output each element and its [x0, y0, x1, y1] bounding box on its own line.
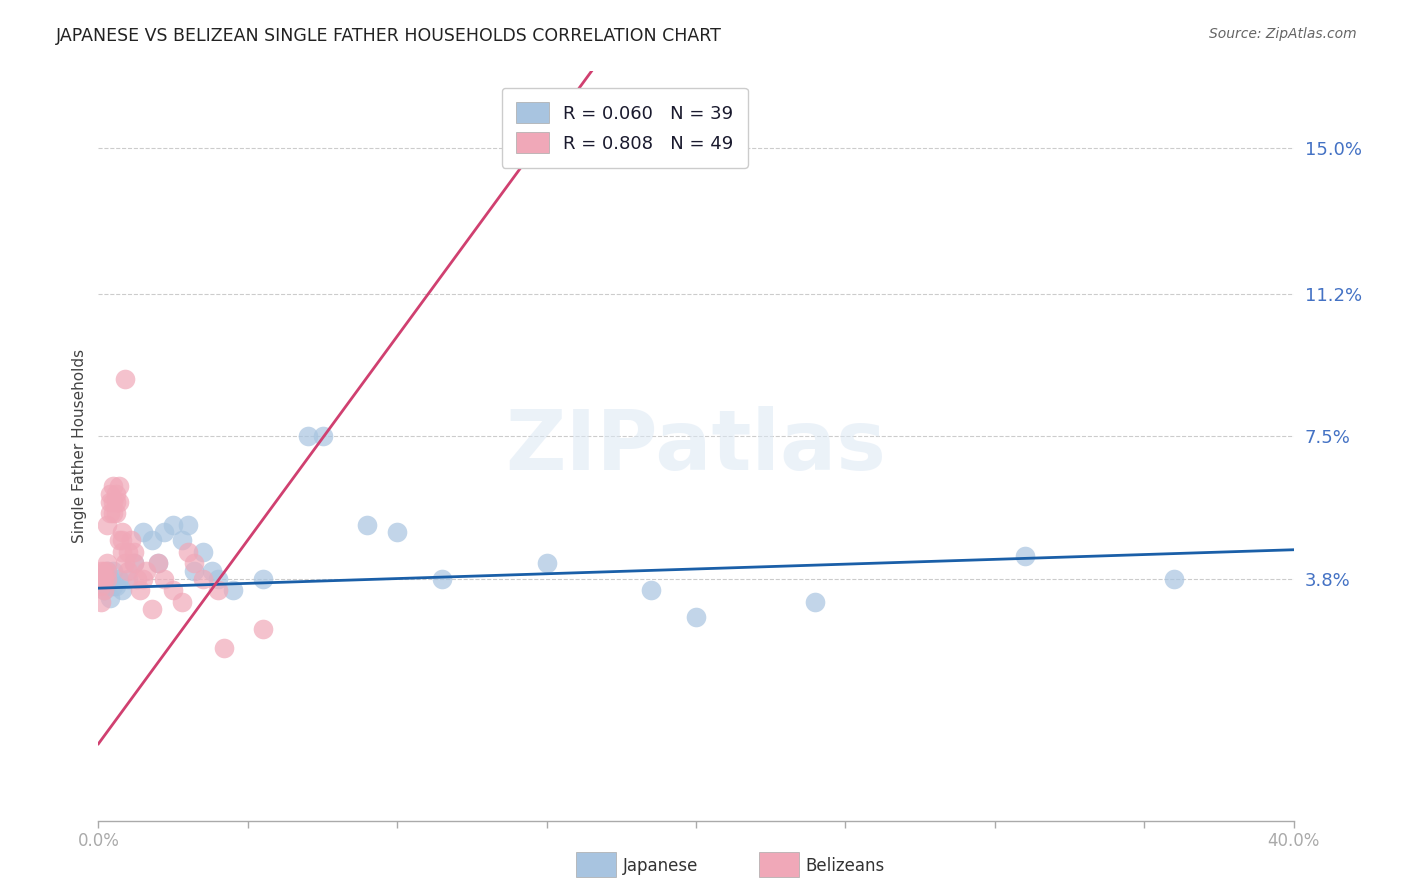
Point — [172, 594, 194, 608]
Point — [297, 429, 319, 443]
Point — [103, 494, 125, 508]
Point — [1014, 549, 1036, 563]
Point — [252, 572, 274, 586]
Point — [103, 564, 125, 578]
Point — [103, 479, 125, 493]
Point — [98, 591, 122, 605]
Point — [93, 583, 115, 598]
Point — [96, 517, 118, 532]
Point — [108, 533, 131, 548]
Point — [93, 572, 115, 586]
Point — [117, 564, 139, 578]
Point — [98, 572, 122, 586]
Point — [191, 572, 214, 586]
Point — [536, 556, 558, 570]
Point — [90, 579, 112, 593]
Point — [430, 572, 453, 586]
Point — [103, 579, 125, 593]
Point — [108, 479, 131, 493]
Point — [685, 610, 707, 624]
Point — [177, 544, 200, 558]
Point — [90, 594, 112, 608]
Point — [141, 533, 163, 548]
Point — [105, 487, 128, 501]
Point — [153, 525, 176, 540]
Point — [93, 572, 115, 586]
Point — [132, 572, 155, 586]
Point — [183, 556, 205, 570]
Point — [148, 556, 170, 570]
Point — [222, 583, 245, 598]
Point — [93, 572, 115, 586]
Text: Source: ZipAtlas.com: Source: ZipAtlas.com — [1209, 27, 1357, 41]
Point — [207, 572, 229, 586]
Point — [127, 572, 149, 586]
Point — [148, 556, 170, 570]
Point — [98, 494, 122, 508]
Point — [111, 525, 134, 540]
Point — [1163, 572, 1185, 586]
Point — [385, 525, 409, 540]
Point — [105, 579, 128, 593]
Point — [124, 556, 146, 570]
Point — [111, 544, 134, 558]
Point — [114, 372, 136, 386]
Point — [105, 494, 128, 508]
Point — [93, 564, 115, 578]
Text: Belizeans: Belizeans — [806, 857, 884, 875]
Point — [124, 556, 146, 570]
Point — [153, 572, 176, 586]
Point — [177, 517, 200, 532]
Point — [90, 564, 112, 578]
Point — [129, 583, 152, 598]
Point — [132, 525, 155, 540]
Point — [96, 579, 118, 593]
Point — [191, 544, 214, 558]
Point — [108, 572, 131, 586]
Point — [90, 572, 112, 586]
Legend: R = 0.060   N = 39, R = 0.808   N = 49: R = 0.060 N = 39, R = 0.808 N = 49 — [502, 88, 748, 168]
Text: Japanese: Japanese — [623, 857, 699, 875]
Point — [172, 533, 194, 548]
Point — [117, 544, 139, 558]
Point — [90, 572, 112, 586]
Point — [96, 556, 118, 570]
Point — [212, 640, 235, 655]
Point — [111, 583, 134, 598]
Point — [356, 517, 378, 532]
Point — [98, 506, 122, 520]
Text: JAPANESE VS BELIZEAN SINGLE FATHER HOUSEHOLDS CORRELATION CHART: JAPANESE VS BELIZEAN SINGLE FATHER HOUSE… — [56, 27, 723, 45]
Point — [252, 622, 274, 636]
Point — [120, 533, 142, 548]
Point — [162, 517, 184, 532]
Point — [201, 564, 224, 578]
Point — [114, 556, 136, 570]
Y-axis label: Single Father Households: Single Father Households — [72, 349, 87, 543]
Point — [111, 533, 134, 548]
Point — [103, 506, 125, 520]
Point — [96, 572, 118, 586]
Point — [141, 602, 163, 616]
Point — [90, 579, 112, 593]
Point — [98, 487, 122, 501]
Point — [804, 594, 827, 608]
Point — [162, 583, 184, 598]
Point — [105, 506, 128, 520]
Point — [135, 564, 157, 578]
Point — [96, 564, 118, 578]
Point — [124, 544, 146, 558]
Point — [311, 429, 333, 443]
Point — [96, 564, 118, 578]
Point — [117, 572, 139, 586]
Point — [207, 583, 229, 598]
Text: ZIPatlas: ZIPatlas — [506, 406, 886, 486]
Point — [640, 583, 662, 598]
Point — [183, 564, 205, 578]
Point — [93, 583, 115, 598]
Point — [108, 494, 131, 508]
